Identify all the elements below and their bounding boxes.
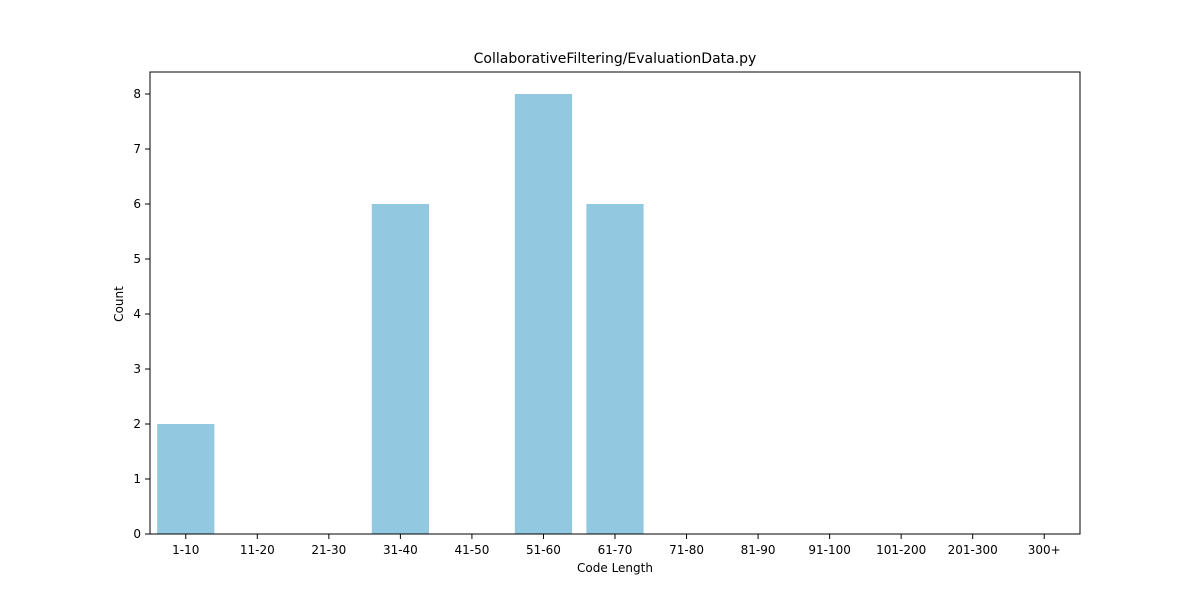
x-tick-label: 91-100 bbox=[808, 543, 851, 557]
x-tick-label: 41-50 bbox=[454, 543, 489, 557]
x-axis-label: Code Length bbox=[577, 561, 653, 575]
y-tick-label: 8 bbox=[133, 87, 141, 101]
x-tick-label: 101-200 bbox=[876, 543, 926, 557]
x-tick-label: 300+ bbox=[1028, 543, 1061, 557]
y-tick-label: 4 bbox=[133, 307, 141, 321]
plot-frame bbox=[149, 71, 1081, 535]
x-axis: 1-10 11-20 21-30 31-40 41-50 51-60 61-70 71-80 8… bbox=[172, 534, 1061, 557]
bar-51-60 bbox=[514, 94, 573, 534]
bars-group bbox=[157, 94, 644, 534]
y-tick-label: 7 bbox=[133, 142, 141, 156]
x-tick-label: 21-30 bbox=[311, 543, 346, 557]
x-tick-label: 11-20 bbox=[240, 543, 275, 557]
chart-title: CollaborativeFiltering/EvaluationData.py bbox=[474, 51, 757, 67]
x-tick-label: 81-90 bbox=[741, 543, 776, 557]
y-tick-label: 3 bbox=[133, 362, 141, 376]
y-axis-label: Count bbox=[112, 286, 126, 322]
bar-1-10 bbox=[157, 424, 215, 534]
y-tick-label: 0 bbox=[133, 527, 141, 541]
y-axis: 0 1 2 3 4 5 6 7 8 bbox=[133, 87, 150, 541]
x-tick-label: 71-80 bbox=[669, 543, 704, 557]
y-tick-label: 5 bbox=[133, 252, 141, 266]
x-tick-label: 201-300 bbox=[948, 543, 998, 557]
y-tick-label: 2 bbox=[133, 417, 141, 431]
x-tick-label: 31-40 bbox=[383, 543, 418, 557]
x-tick-label: 1-10 bbox=[172, 543, 199, 557]
bar-61-70 bbox=[586, 204, 644, 534]
x-tick-label: 61-70 bbox=[598, 543, 633, 557]
bar-31-40 bbox=[371, 204, 429, 534]
y-tick-label: 1 bbox=[133, 472, 141, 486]
y-tick-label: 6 bbox=[133, 197, 141, 211]
x-tick-label: 51-60 bbox=[526, 543, 561, 557]
